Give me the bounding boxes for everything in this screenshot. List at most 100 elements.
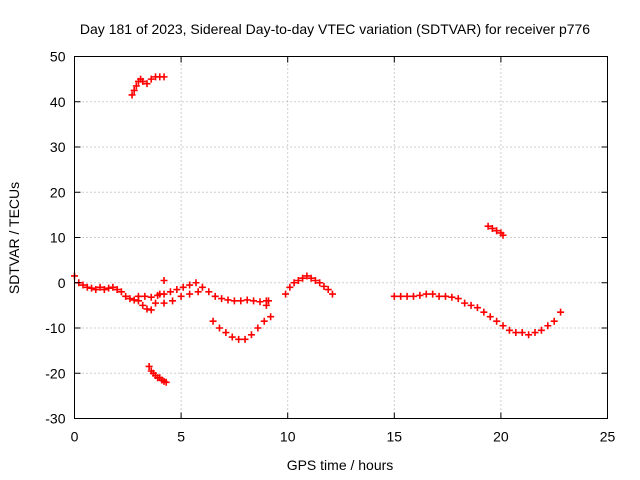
data-point [162, 378, 170, 386]
series-arc-5 [160, 288, 202, 307]
data-point [130, 86, 138, 94]
data-point [467, 301, 475, 309]
data-point [518, 329, 526, 337]
data-point [147, 293, 155, 301]
data-point [211, 292, 219, 300]
data-point [143, 80, 151, 88]
data-point [256, 298, 264, 306]
data-point [488, 224, 496, 232]
data-point [531, 329, 539, 337]
data-point [143, 305, 151, 313]
data-point [132, 82, 140, 90]
data-point [100, 286, 108, 294]
data-point [173, 286, 181, 294]
data-point [113, 286, 121, 294]
data-point [152, 299, 160, 307]
grid-layer [74, 56, 608, 419]
chart-title: Day 181 of 2023, Sidereal Day-to-day VTE… [80, 21, 590, 37]
data-point [109, 283, 117, 291]
y-tick-label: -30 [45, 411, 65, 427]
data-point [79, 281, 87, 289]
data-point [397, 292, 405, 300]
data-point [186, 281, 194, 289]
series-arc-3 [145, 362, 170, 386]
y-tick-label: 20 [50, 184, 66, 200]
data-point [139, 301, 147, 309]
data-point [160, 73, 168, 81]
data-point [505, 326, 513, 334]
data-point [448, 293, 456, 301]
data-point [294, 276, 302, 284]
y-tick-label: -10 [45, 320, 65, 336]
data-point [267, 313, 275, 321]
data-point [303, 272, 311, 280]
data-point [416, 291, 424, 299]
data-point [499, 231, 507, 239]
data-point [247, 331, 255, 339]
data-point [179, 283, 187, 291]
data-point [147, 306, 155, 314]
data-point [544, 322, 552, 330]
data-point [243, 296, 251, 304]
data-point [557, 308, 565, 316]
data-point [324, 286, 332, 294]
plot-frame [74, 56, 608, 419]
series-arc-9 [390, 290, 565, 339]
data-point [128, 91, 136, 99]
data-point [307, 274, 315, 282]
data-point [160, 290, 168, 298]
data-point [130, 296, 138, 304]
data-point [166, 288, 174, 296]
tick-label-layer: 0 5 10 15 20 25 -30 -20 -10 0 10 20 30 40 50 [45, 49, 615, 445]
data-point [222, 329, 230, 337]
data-point [486, 313, 494, 321]
data-point [169, 297, 177, 305]
data-point [328, 290, 336, 298]
data-point [218, 295, 226, 303]
data-point [147, 75, 155, 83]
x-tick-label: 20 [493, 429, 509, 445]
data-point [282, 290, 290, 298]
y-axis-label: SDTVAR / TECUs [6, 182, 22, 294]
data-point [83, 283, 91, 291]
data-point [215, 324, 223, 332]
data-point [260, 317, 268, 325]
data-point [493, 227, 501, 235]
series-arc-7 [262, 297, 273, 309]
data-point [403, 292, 411, 300]
data-point [160, 276, 168, 284]
y-tick-label: -20 [45, 365, 65, 381]
data-point [154, 291, 162, 299]
x-tick-label: 0 [71, 429, 79, 445]
data-point [194, 288, 202, 296]
data-point [422, 290, 430, 298]
data-point [290, 279, 298, 287]
data-layer [71, 73, 565, 386]
tick-layer [74, 56, 608, 419]
series-arc-4 [134, 279, 270, 306]
data-point [262, 301, 270, 309]
data-point [250, 297, 258, 305]
data-point [537, 326, 545, 334]
y-tick-label: 50 [50, 49, 66, 65]
data-point [96, 283, 104, 291]
data-point [192, 279, 200, 287]
data-point [473, 304, 481, 312]
data-point [550, 317, 558, 325]
x-tick-label: 25 [600, 429, 616, 445]
x-tick-label: 10 [280, 429, 296, 445]
series-arc-8 [282, 272, 336, 298]
y-tick-label: 40 [50, 94, 66, 110]
data-point [435, 292, 443, 300]
data-point [122, 292, 130, 300]
data-point [224, 296, 232, 304]
data-point [429, 290, 437, 298]
data-point [286, 283, 294, 291]
data-point [461, 299, 469, 307]
x-tick-label: 15 [387, 429, 403, 445]
data-point [241, 335, 249, 343]
data-point [454, 295, 462, 303]
data-point [198, 283, 206, 291]
data-point [254, 324, 262, 332]
